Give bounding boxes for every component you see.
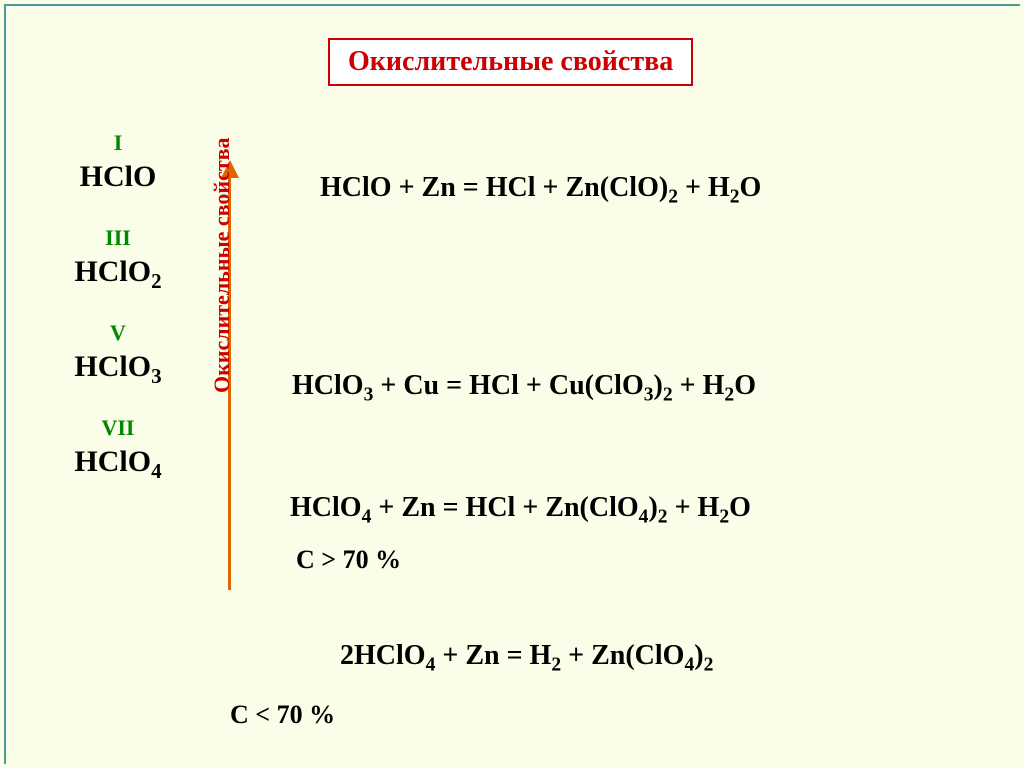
eq-part: + (515, 492, 545, 523)
acid-formula: HClO3 (48, 350, 188, 389)
arrow-label: Окислительные свойства (209, 137, 235, 393)
eq-part: H (530, 640, 552, 671)
eq-sub: 2 (663, 385, 673, 406)
eq-part: + (673, 370, 703, 401)
eq-sub: 2 (730, 187, 740, 208)
eq-part: + (435, 640, 465, 671)
eq-part: = (439, 370, 469, 401)
eq-part: + (371, 492, 401, 523)
eq-part: = (436, 492, 466, 523)
eq-sub: 3 (364, 385, 374, 406)
eq-part: HClO (354, 640, 426, 671)
eq-part: 2 (340, 640, 354, 671)
eq-part: Zn (401, 492, 435, 523)
acid-entry: I HClO (48, 130, 188, 199)
eq-part: O (740, 172, 762, 203)
oxidation-state: I (48, 130, 188, 156)
eq-part: Zn (465, 640, 499, 671)
concentration-note-low: C < 70 % (230, 700, 335, 730)
eq-sub: 3 (644, 385, 654, 406)
eq-part: + (678, 172, 708, 203)
eq-part: H (703, 370, 725, 401)
eq-part: Zn(ClO (591, 640, 684, 671)
eq-part: ) (694, 640, 703, 671)
equation-4: 2HClO4 + Zn = H2 + Zn(ClO4)2 (340, 640, 713, 677)
eq-part: Zn(ClO (545, 492, 638, 523)
acid-base: HClO (80, 160, 157, 193)
eq-sub: 2 (719, 507, 729, 528)
oxidation-state: V (48, 320, 188, 346)
eq-part: HClO (320, 172, 392, 203)
eq-part: + (668, 492, 698, 523)
eq-part: ) (654, 370, 663, 401)
eq-part: HClO (292, 370, 364, 401)
eq-sub: 2 (704, 655, 714, 676)
slide-title: Окислительные свойства (328, 38, 693, 86)
slide-border-top (4, 4, 1020, 6)
acid-sub: 3 (151, 364, 162, 388)
eq-part: + (519, 370, 549, 401)
eq-part: O (734, 370, 756, 401)
eq-sub: 2 (724, 385, 734, 406)
eq-part: + (392, 172, 422, 203)
acid-formula: HClO4 (48, 445, 188, 484)
eq-sub: 4 (426, 655, 436, 676)
eq-part: Cu(ClO (549, 370, 644, 401)
eq-sub: 2 (658, 507, 668, 528)
eq-part: Zn(ClO) (566, 172, 669, 203)
acid-formula: HClO (48, 160, 188, 199)
eq-part: HCl (466, 492, 516, 523)
acid-formula: HClO2 (48, 255, 188, 294)
eq-sub: 4 (362, 507, 372, 528)
eq-part: Zn (422, 172, 456, 203)
acid-entry: VII HClO4 (48, 415, 188, 484)
eq-part: HCl (486, 172, 536, 203)
eq-part: O (729, 492, 751, 523)
acid-entry: V HClO3 (48, 320, 188, 389)
eq-sub: 4 (684, 655, 694, 676)
acid-list: I HClO III HClO2 V HClO3 VII HClO4 (48, 130, 188, 510)
oxidation-state: VII (48, 415, 188, 441)
eq-sub: 2 (551, 655, 561, 676)
eq-part: ) (648, 492, 657, 523)
eq-part: = (456, 172, 486, 203)
eq-part: = (500, 640, 530, 671)
acid-sub: 4 (151, 459, 162, 483)
acid-entry: III HClO2 (48, 225, 188, 294)
eq-part: HCl (469, 370, 519, 401)
oxidation-state: III (48, 225, 188, 251)
acid-sub: 2 (151, 269, 162, 293)
acid-base: HClO (74, 255, 151, 288)
eq-part: + (536, 172, 566, 203)
eq-part: + (373, 370, 403, 401)
eq-part: H (698, 492, 720, 523)
equation-2: HClO3 + Cu = HCl + Cu(ClO3)2 + H2O (292, 370, 756, 407)
eq-sub: 2 (668, 187, 678, 208)
eq-part: + (561, 640, 591, 671)
eq-part: H (708, 172, 730, 203)
eq-sub: 4 (639, 507, 649, 528)
slide-border-left (4, 4, 6, 764)
acid-base: HClO (74, 350, 151, 383)
acid-base: HClO (74, 445, 151, 478)
equation-1: HClO + Zn = HCl + Zn(ClO)2 + H2O (320, 172, 761, 209)
equation-3: HClO4 + Zn = HCl + Zn(ClO4)2 + H2O (290, 492, 751, 529)
eq-part: Cu (403, 370, 439, 401)
concentration-note-high: C > 70 % (296, 545, 401, 575)
eq-part: HClO (290, 492, 362, 523)
